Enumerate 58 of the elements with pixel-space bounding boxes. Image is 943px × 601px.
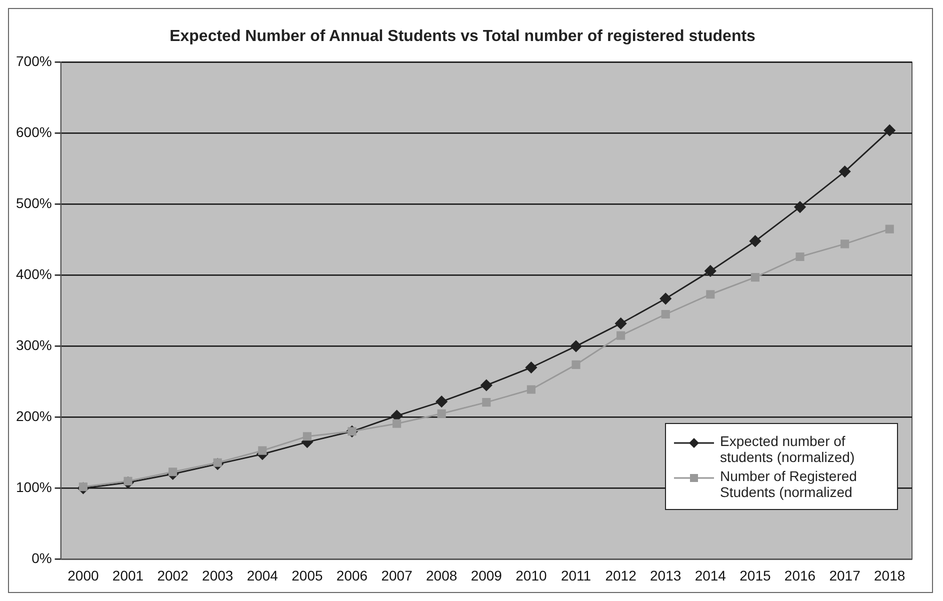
x-tick-label: 2013 <box>650 567 682 584</box>
point <box>704 265 716 277</box>
x-tick-label: 2015 <box>740 567 771 584</box>
x-tick-label: 2014 <box>694 567 726 584</box>
x-tick-label: 2004 <box>246 567 278 584</box>
x-tick-label: 2012 <box>605 567 637 584</box>
point <box>124 476 132 486</box>
point <box>482 398 491 407</box>
x-tick-label: 2009 <box>470 567 502 584</box>
point <box>572 360 580 369</box>
point <box>392 419 402 428</box>
y-tick-label: 200% <box>16 408 52 424</box>
y-tick-label: 100% <box>16 479 52 496</box>
point <box>258 446 267 455</box>
point <box>570 340 582 352</box>
point <box>480 380 492 391</box>
point <box>839 166 851 178</box>
x-tick-label: 2018 <box>874 567 906 584</box>
point <box>168 468 178 476</box>
x-tick-label: 2002 <box>157 567 189 584</box>
legend-label: Expected number of students (normalized) <box>720 433 856 465</box>
y-tick-label: 0% <box>32 550 52 566</box>
x-tick-label: 2008 <box>426 567 458 584</box>
y-tick-label: 400% <box>16 266 52 282</box>
point <box>526 385 536 394</box>
point <box>525 362 537 374</box>
point <box>302 432 312 441</box>
point <box>885 224 894 234</box>
x-tick-label: 2016 <box>784 567 816 584</box>
x-tick-label: 2006 <box>336 567 368 584</box>
x-tick-label: 2001 <box>112 567 144 584</box>
point <box>749 235 761 247</box>
x-tick-label: 2017 <box>829 567 861 584</box>
point <box>437 409 446 418</box>
point <box>615 318 627 330</box>
point <box>436 396 448 408</box>
x-tick-label: 2000 <box>68 567 99 584</box>
x-tick-label: 2007 <box>381 567 413 584</box>
point <box>78 482 88 492</box>
legend-label: Number of Registered Students (normalized <box>720 468 858 500</box>
y-tick-label: 600% <box>16 124 52 140</box>
point <box>616 331 626 340</box>
x-tick-label: 2003 <box>202 567 234 584</box>
x-tick-label: 2011 <box>560 567 592 584</box>
point <box>840 240 850 248</box>
y-tick-label: 700% <box>16 53 52 70</box>
point <box>794 201 806 213</box>
point <box>660 292 672 304</box>
point <box>706 290 715 299</box>
point <box>796 252 804 262</box>
y-tick-label: 500% <box>16 195 52 212</box>
point <box>884 124 896 136</box>
x-tick-label: 2005 <box>292 567 323 584</box>
point <box>750 273 760 282</box>
x-tick-label: 2010 <box>516 567 547 584</box>
chart-title: Expected Number of Annual Students vs Total number of registered students <box>170 28 756 46</box>
y-tick-label: 300% <box>16 337 52 354</box>
point <box>661 310 670 319</box>
